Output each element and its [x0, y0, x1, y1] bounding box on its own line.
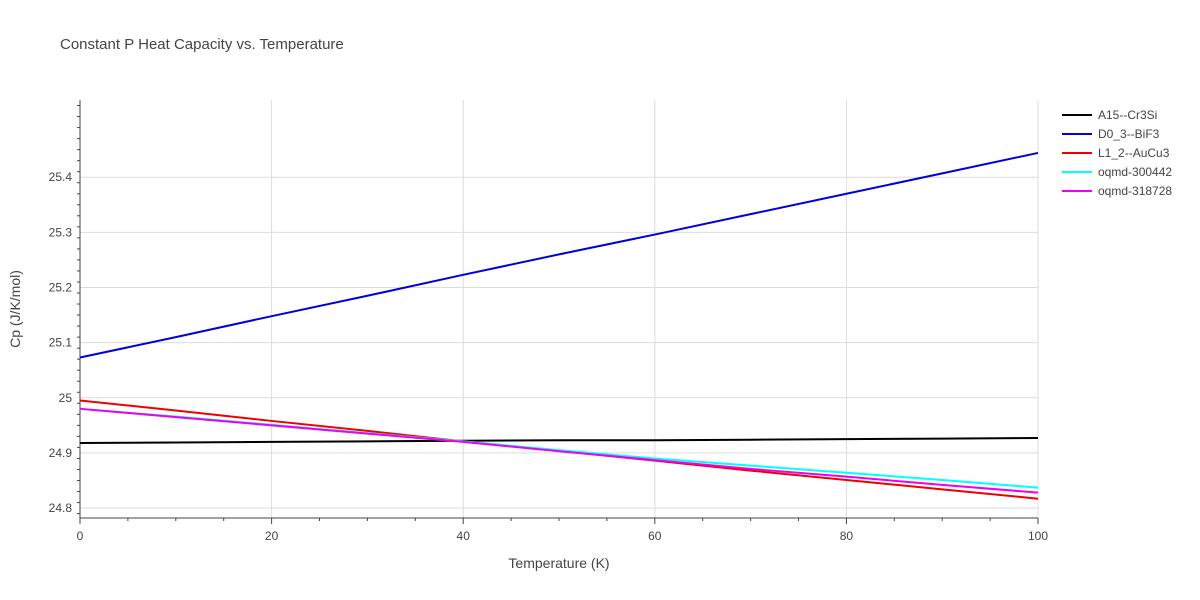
legend-label: D0_3--BiF3	[1098, 127, 1160, 141]
y-tick-label: 24.8	[49, 501, 73, 515]
legend-label: oqmd-318728	[1098, 184, 1172, 198]
x-tick-label: 80	[840, 529, 854, 543]
y-tick-label: 25.4	[49, 170, 73, 184]
x-tick-label: 100	[1028, 529, 1048, 543]
x-axis-title: Temperature (K)	[508, 555, 609, 571]
y-tick-label: 25.1	[49, 336, 73, 350]
y-tick-label: 25	[59, 391, 73, 405]
axes	[77, 100, 1039, 524]
y-tick-label: 25.2	[49, 280, 73, 294]
series-line-oqmd-318728	[79, 407, 1039, 494]
tick-labels: 0 20 40 60 80 100 24.8 24.9 25 25.1 25.2 25.3 25.4	[49, 170, 1049, 543]
legend-label: L1_2--AuCu3	[1098, 146, 1170, 160]
x-tick-label: 0	[77, 529, 84, 543]
chart-title: Constant P Heat Capacity vs. Temperature	[60, 36, 344, 53]
series-lines	[79, 151, 1039, 500]
legend-label: A15--Cr3Si	[1098, 108, 1157, 122]
x-tick-label: 60	[648, 529, 662, 543]
x-tick-label: 20	[265, 529, 279, 543]
legend-label: oqmd-300442	[1098, 165, 1172, 179]
y-tick-label: 24.9	[49, 446, 73, 460]
series-line-D0_3--BiF3	[79, 151, 1039, 359]
y-tick-label: 25.3	[49, 225, 73, 239]
legend: A15--Cr3Si D0_3--BiF3 L1_2--AuCu3 oqmd-3004…	[1062, 108, 1172, 198]
series-line-A15--Cr3Si	[79, 437, 1039, 444]
x-tick-label: 40	[457, 529, 471, 543]
grid-lines	[80, 100, 1039, 518]
y-axis-title: Cp (J/K/mol)	[7, 270, 23, 348]
